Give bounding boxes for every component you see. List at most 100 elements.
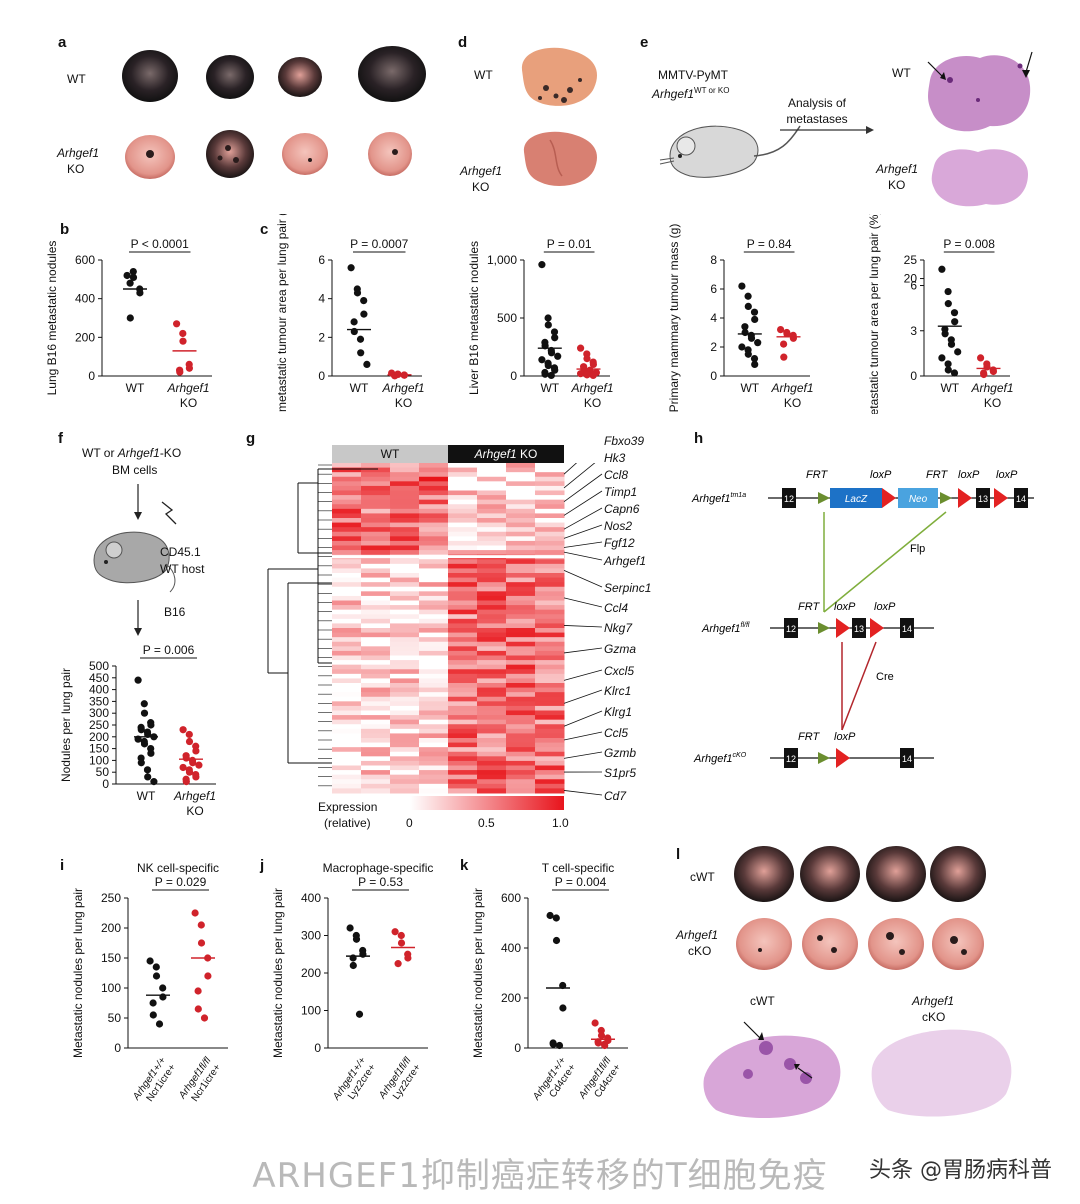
panel-e-row-wt: WT [892, 66, 911, 80]
heatmap-cell [535, 641, 565, 647]
chart-f-point [137, 759, 145, 767]
heatmap-cell [390, 701, 420, 707]
heatmap-cell [390, 728, 420, 734]
chart-i-ytick-label: 200 [101, 921, 121, 935]
heatmap-cell [477, 760, 507, 766]
heatmap-cell [477, 696, 507, 702]
heatmap-cell [448, 705, 478, 711]
gene-label-leader [563, 751, 603, 759]
heatmap-cell [506, 609, 536, 615]
heatmap-cell [535, 742, 565, 748]
chart-i-point [194, 1005, 202, 1013]
heatmap-cell [477, 513, 507, 519]
chart-d-point [538, 356, 546, 364]
heatmap-cell [535, 779, 565, 785]
heatmap-cell [448, 614, 478, 620]
gene-label: Nos2 [604, 519, 633, 533]
heatmap-cell [448, 609, 478, 615]
heatmap-cell [506, 568, 536, 574]
chart-j-point [404, 954, 412, 962]
heatmap-cell [448, 476, 478, 482]
gene-label: Gzma [604, 642, 637, 656]
chart-i-point [197, 939, 206, 947]
heatmap-cell [332, 760, 362, 766]
svg-text:14: 14 [902, 754, 912, 764]
heatmap-cell [448, 765, 478, 771]
heatmap-cell [506, 463, 536, 469]
heatmap-cell [332, 678, 362, 684]
chart-i-xlabel: Arhgef1fl/flNcr1icre+ [176, 1055, 223, 1109]
heatmap-cell [361, 582, 391, 588]
svg-text:14: 14 [902, 624, 912, 634]
chart-b: b 0 200 400 600 Lung B16 metastatic nodules P … [45, 221, 212, 410]
heatmap-cell [419, 637, 449, 643]
heatmap-cell [332, 692, 362, 698]
chart-d-xlabel-ko-gene: Arhgef1 [570, 381, 613, 395]
panel-l-letter: l [676, 846, 681, 863]
heatmap-cell [477, 499, 507, 505]
chart-c-point [350, 318, 358, 326]
heatmap-cell [506, 614, 536, 620]
heatmap-cell [477, 669, 507, 675]
heatmap-cell [419, 728, 449, 734]
heatmap-cell [506, 641, 536, 647]
chart-b-ytick-label: 0 [88, 369, 95, 383]
heatmap-cell [419, 756, 449, 762]
chart-b-point [129, 273, 138, 281]
heatmap-cell [361, 783, 391, 789]
chart-i-point [155, 1020, 164, 1028]
heatmap-cell [535, 559, 565, 565]
chart-k-ytick-label: 0 [514, 1041, 521, 1055]
heatmap-cell [332, 490, 362, 496]
heatmap-cell [506, 779, 536, 785]
heatmap-cell [419, 719, 449, 725]
heatmap-cell [506, 715, 536, 721]
heatmap-cell [361, 499, 391, 505]
gene-label: Ccl4 [604, 601, 629, 615]
chart-d-point [547, 349, 556, 357]
chart-c-ytick-label: 6 [318, 253, 325, 267]
heatmap-cell [390, 683, 420, 689]
heatmap-cell [448, 600, 478, 606]
heatmap-cell [535, 595, 565, 601]
heatmap-cell [361, 518, 391, 524]
heatmap-cell [390, 705, 420, 711]
heatmap-cell [332, 646, 362, 652]
heatmap-cell [448, 747, 478, 753]
chart-d-point [544, 361, 552, 370]
heatmap-cell [506, 573, 536, 579]
heatmap-cell [361, 472, 391, 478]
heatmap-cell [390, 522, 420, 528]
heatmap-cell [361, 756, 391, 762]
heatmap-cell [419, 760, 449, 766]
chart-e1-point [738, 343, 746, 351]
chart-d-point [551, 366, 559, 374]
heatmap-cell [535, 733, 565, 739]
heatmap-colorbar [410, 796, 564, 810]
chart-i-pvalue: P = 0.029 [155, 875, 207, 889]
chart-j-ytick-label: 300 [301, 929, 321, 943]
heatmap-cell [390, 733, 420, 739]
heatmap-cell [332, 563, 362, 569]
svg-text:loxP: loxP [874, 601, 896, 613]
heatmap-cell [332, 747, 362, 753]
heatmap-cell [448, 586, 478, 592]
panel-d-row-wt: WT [474, 68, 493, 82]
heatmap-cell [448, 760, 478, 766]
heatmap-cell [332, 765, 362, 771]
heatmap-cell [506, 577, 536, 583]
heatmap-cell [390, 660, 420, 666]
heatmap-cell [419, 536, 449, 542]
heatmap-cell [448, 467, 478, 473]
heatmap-cell [477, 683, 507, 689]
heatmap-cell [506, 499, 536, 505]
heatmap-cell [332, 637, 362, 643]
chart-k-point [559, 981, 567, 990]
chart-e1-point [751, 360, 759, 368]
heatmap-cell [419, 628, 449, 634]
chart-e2-ytick-label: 3 [910, 324, 917, 338]
chart-i-point [159, 984, 167, 992]
chart-j-point [352, 935, 361, 943]
heatmap-cell [390, 563, 420, 569]
chart-f-point [179, 726, 187, 734]
